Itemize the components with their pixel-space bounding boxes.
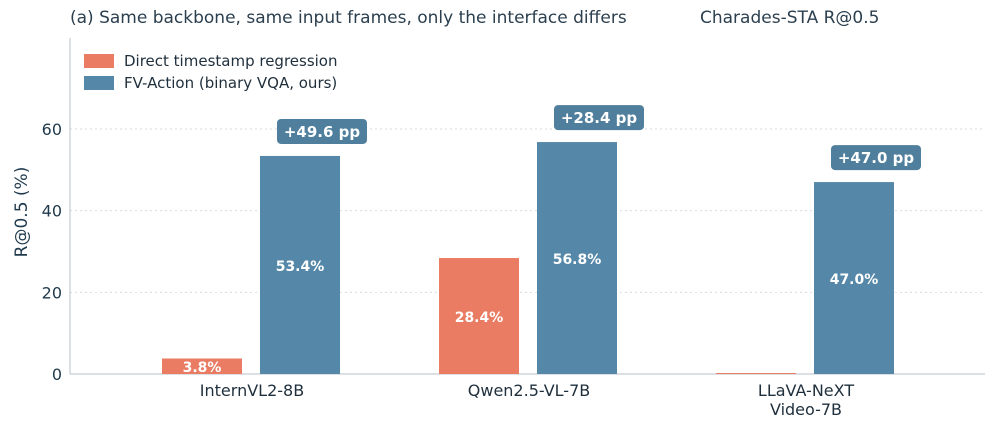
y-tick-label: 20: [42, 283, 62, 302]
y-tick-label: 60: [42, 120, 62, 139]
bar-value-label: 28.4%: [455, 310, 504, 326]
bar-value-label: 56.8%: [553, 252, 602, 268]
bar-fv-action: [814, 182, 894, 374]
bar-fv-action: [260, 155, 340, 374]
legend: Direct timestamp regression FV-Action (b…: [84, 50, 338, 94]
delta-badge: [277, 118, 367, 144]
bar-direct: [439, 258, 519, 374]
bar-direct: [716, 373, 796, 374]
legend-swatch-fv-action: [84, 76, 114, 90]
x-tick-label: Qwen2.5-VL-7B: [468, 381, 590, 400]
y-tick-label: 40: [42, 202, 62, 221]
delta-badge: [554, 105, 644, 131]
chart-title: (a) Same backbone, same input frames, on…: [70, 8, 627, 28]
chart-subtitle: Charades-STA R@0.5: [700, 8, 880, 28]
y-tick-label: 0: [52, 365, 62, 384]
delta-badge-label: +49.6 pp: [284, 123, 361, 141]
delta-badge: [831, 145, 921, 171]
legend-swatch-direct: [84, 54, 114, 68]
bar-value-label: 47.0%: [830, 272, 879, 288]
x-tick-label: InternVL2-8B: [200, 381, 304, 400]
y-axis-label: R@0.5 (%): [12, 167, 32, 258]
delta-badge-label: +47.0 pp: [838, 149, 915, 167]
bar-direct: [162, 358, 242, 374]
legend-label-direct: Direct timestamp regression: [124, 52, 338, 70]
x-tick-label: Video-7B: [770, 400, 842, 419]
legend-label-fv-action: FV-Action (binary VQA, ours): [124, 74, 338, 92]
x-tick-label: LLaVA-NeXT: [758, 381, 854, 400]
bar-value-label: 3.8%: [183, 360, 222, 376]
bar-fv-action: [537, 142, 617, 374]
delta-badge-label: +28.4 pp: [561, 109, 638, 127]
legend-item-direct: Direct timestamp regression: [84, 50, 338, 72]
bar-value-label: 53.4%: [276, 259, 325, 275]
legend-item-fv-action: FV-Action (binary VQA, ours): [84, 72, 338, 94]
